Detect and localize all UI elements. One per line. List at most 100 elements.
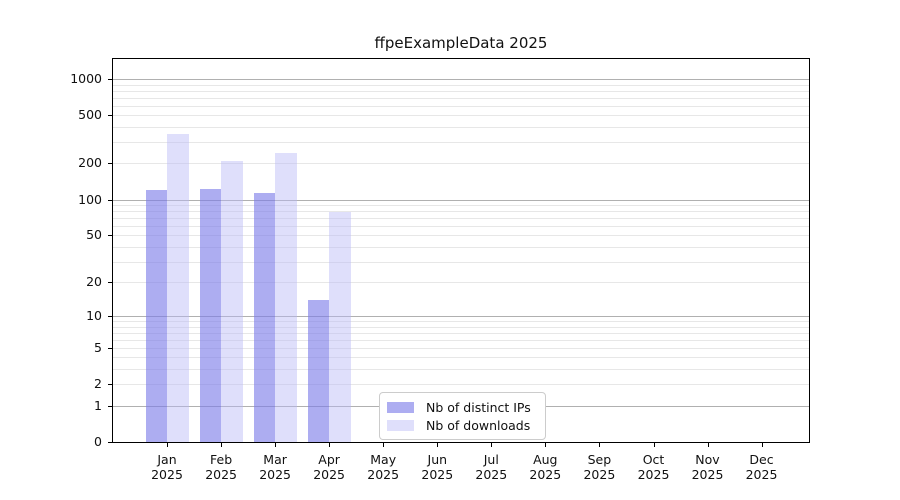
x-tick-label-year: 2025 xyxy=(529,467,562,482)
gridline-minor xyxy=(113,115,809,117)
y-tick-label: 5 xyxy=(94,339,102,355)
y-axis-tick xyxy=(108,384,112,386)
y-axis-tick xyxy=(108,235,112,237)
x-tick-label-year: 2025 xyxy=(421,467,454,482)
x-axis-tick xyxy=(761,443,763,447)
gridline-minor xyxy=(113,369,809,371)
plot-area xyxy=(112,58,810,443)
legend-label-downloads: Nb of downloads xyxy=(426,417,531,433)
x-axis-tick xyxy=(491,443,493,447)
legend-row-distinct-ips: Nb of distinct IPs xyxy=(387,398,541,416)
gridline-minor xyxy=(113,246,809,248)
x-axis-tick xyxy=(383,443,385,447)
bar-nb-of-downloads-mar xyxy=(275,152,297,442)
gridline-minor xyxy=(113,127,809,128)
gridline-minor xyxy=(113,90,809,92)
x-tick-label: Jul 2025 xyxy=(459,452,523,482)
x-tick-label: Sep 2025 xyxy=(567,452,631,482)
bar-nb-of-downloads-feb xyxy=(221,160,243,442)
y-tick-label: 0 xyxy=(94,434,102,449)
bar-nb-of-downloads-jan xyxy=(167,134,189,442)
x-tick-label-month: Feb xyxy=(210,452,233,467)
gridline-minor xyxy=(113,163,809,165)
x-tick-label: Dec 2025 xyxy=(730,452,794,482)
gridline-minor xyxy=(113,211,809,213)
x-axis-tick xyxy=(545,443,547,447)
legend: Nb of distinct IPs Nb of downloads xyxy=(379,392,546,440)
gridline-minor xyxy=(113,142,809,144)
x-tick-label-year: 2025 xyxy=(637,467,670,482)
y-tick-label: 1000 xyxy=(70,70,102,86)
x-tick-label-year: 2025 xyxy=(583,467,616,482)
bar-nb-of-distinct-ips-jan xyxy=(145,190,167,442)
x-tick-label-year: 2025 xyxy=(745,467,778,482)
gridline-major xyxy=(113,199,809,201)
y-tick-label: 20 xyxy=(86,274,102,289)
x-tick-label-month: Nov xyxy=(695,452,720,467)
x-tick-label-year: 2025 xyxy=(259,467,291,482)
gridline-minor xyxy=(113,205,809,206)
x-tick-label-month: Jun xyxy=(427,452,448,467)
y-axis-tick xyxy=(108,199,112,201)
x-tick-label-month: Aug xyxy=(533,452,558,467)
x-tick-label: Jan 2025 xyxy=(135,452,199,482)
chart-title: ffpeExampleData 2025 xyxy=(374,34,548,52)
x-axis-tick xyxy=(221,443,223,447)
x-tick-label: Apr 2025 xyxy=(297,452,361,482)
gridline-minor xyxy=(113,235,809,237)
x-tick-label: Mar 2025 xyxy=(243,452,307,482)
x-tick-label-month: Oct xyxy=(642,452,665,467)
x-tick-label-month: Apr xyxy=(318,452,340,467)
x-tick-label-year: 2025 xyxy=(475,467,508,482)
gridline-minor xyxy=(113,84,809,86)
legend-swatch-downloads xyxy=(387,419,414,431)
legend-row-downloads: Nb of downloads xyxy=(387,416,541,434)
x-axis-tick xyxy=(437,443,439,447)
y-tick-label: 100 xyxy=(78,191,102,207)
x-tick-label: Oct 2025 xyxy=(622,452,686,482)
bar-nb-of-downloads-apr xyxy=(329,212,351,442)
y-tick-label: 2 xyxy=(94,376,102,392)
gridline-minor xyxy=(113,261,809,263)
bar-nb-of-distinct-ips-apr xyxy=(307,299,330,442)
gridline-minor xyxy=(113,347,809,349)
gridline-minor xyxy=(113,384,809,386)
gridline-minor xyxy=(113,226,809,227)
gridline-minor xyxy=(113,321,809,322)
x-tick-label-month: Sep xyxy=(587,452,612,467)
bar-nb-of-distinct-ips-feb xyxy=(199,188,221,442)
gridline-minor xyxy=(113,339,809,341)
y-axis-tick xyxy=(108,163,112,165)
x-axis-tick xyxy=(329,443,331,447)
y-tick-label: 500 xyxy=(78,107,102,123)
x-tick-label: Aug 2025 xyxy=(513,452,577,482)
x-tick-label-year: 2025 xyxy=(691,467,724,482)
x-tick-label: Jun 2025 xyxy=(405,452,469,482)
x-tick-label-month: Dec xyxy=(749,452,774,467)
x-tick-label-month: May xyxy=(370,452,397,467)
y-axis-tick xyxy=(108,442,112,443)
x-tick-label-month: Jul xyxy=(483,452,499,467)
x-tick-label: May 2025 xyxy=(351,452,415,482)
x-axis-tick xyxy=(653,443,655,447)
y-axis-tick xyxy=(108,78,112,80)
y-axis-tick xyxy=(108,115,112,117)
gridline-minor xyxy=(113,326,809,328)
x-axis-tick xyxy=(167,443,168,447)
y-axis-tick xyxy=(108,405,112,407)
gridline-minor xyxy=(113,97,809,99)
y-tick-label: 1 xyxy=(94,397,102,413)
y-axis-tick xyxy=(108,316,112,317)
gridline-minor xyxy=(113,282,809,283)
y-tick-label: 10 xyxy=(86,308,102,323)
y-tick-label: 200 xyxy=(78,155,102,171)
x-axis-tick xyxy=(707,443,709,447)
gridline-major xyxy=(113,78,809,80)
x-axis-tick xyxy=(599,443,601,447)
y-axis-tick xyxy=(108,347,112,349)
x-tick-label-year: 2025 xyxy=(151,467,183,482)
x-axis-tick xyxy=(275,443,277,447)
legend-label-distinct-ips: Nb of distinct IPs xyxy=(426,399,531,415)
gridline-minor xyxy=(113,218,809,219)
x-tick-label-year: 2025 xyxy=(367,467,400,482)
